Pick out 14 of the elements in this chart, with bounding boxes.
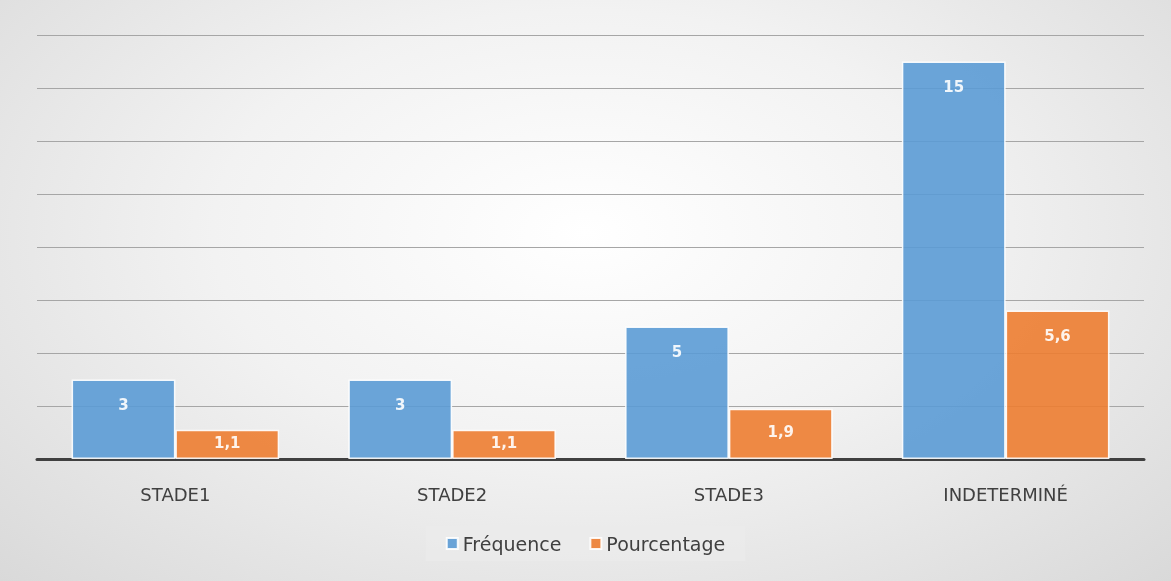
data-label: 1,1	[490, 433, 518, 452]
data-label: 1,1	[213, 433, 241, 452]
data-label: 3	[395, 396, 406, 414]
data-label: 5	[671, 343, 683, 361]
x-tick-label: STADE2	[417, 483, 488, 505]
data-label: 15	[943, 78, 965, 96]
x-tick-label: INDETERMINÉ	[943, 483, 1068, 505]
x-tick-label: STADE1	[140, 483, 211, 505]
data-label: 1,9	[767, 423, 795, 442]
legend-label: Pourcentage	[606, 532, 726, 555]
legend-label: Fréquence	[462, 532, 562, 555]
data-label: 3	[118, 396, 129, 414]
x-tick-label: STADE3	[693, 483, 764, 505]
data-label: 5,6	[1044, 327, 1071, 346]
